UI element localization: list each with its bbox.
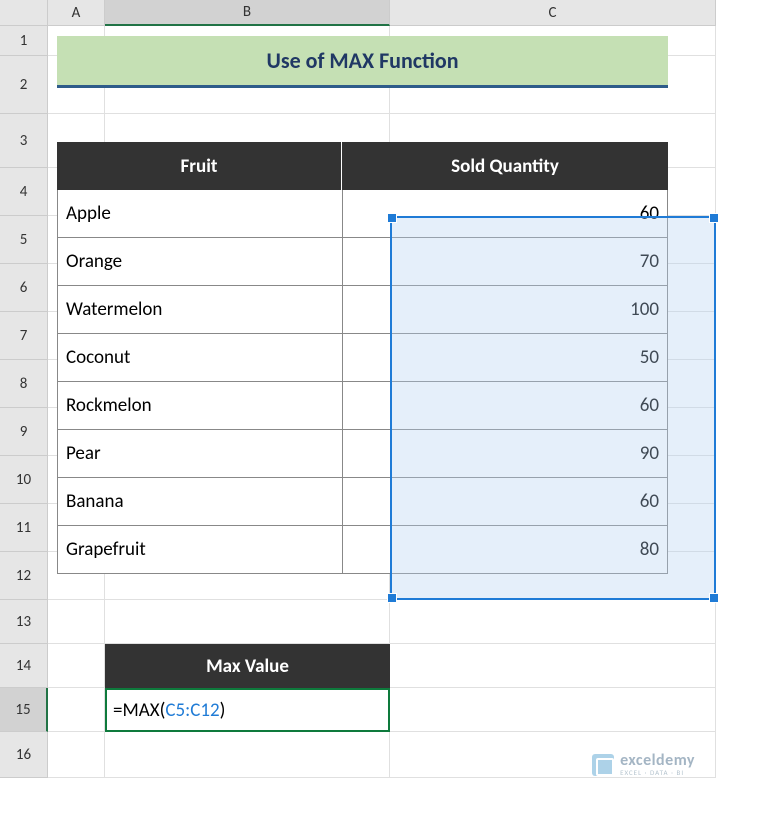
formula-close-paren: ) (220, 699, 226, 722)
cell-A13[interactable] (48, 600, 105, 644)
column-headers: A B C (48, 0, 716, 26)
row-header-7[interactable]: 7 (0, 312, 48, 360)
cell-fruit[interactable]: Apple (57, 190, 342, 238)
row-header-16[interactable]: 16 (0, 732, 48, 778)
cell-fruit[interactable]: Grapefruit (57, 526, 342, 574)
max-value-header: Max Value (105, 644, 390, 688)
cell-fruit[interactable]: Banana (57, 478, 342, 526)
cell-fruit[interactable]: Orange (57, 238, 342, 286)
cell-B16[interactable] (105, 732, 390, 778)
row-header-11[interactable]: 11 (0, 504, 48, 552)
row-header-8[interactable]: 8 (0, 360, 48, 408)
row-header-5[interactable]: 5 (0, 216, 48, 264)
row-header-9[interactable]: 9 (0, 408, 48, 456)
title-banner: Use of MAX Function (57, 36, 668, 88)
cell-sold-quantity[interactable]: 60 (342, 382, 668, 430)
formula-input-cell[interactable]: =MAX(C5:C12) (105, 688, 390, 732)
row-header-10[interactable]: 10 (0, 456, 48, 504)
table-row[interactable]: Rockmelon60 (57, 382, 668, 430)
watermark-logo-icon (592, 754, 614, 776)
col-header-b[interactable]: B (105, 0, 390, 26)
row-header-1[interactable]: 1 (0, 26, 48, 56)
watermark-text: exceldemy EXCEL · DATA · BI (620, 753, 695, 776)
col-header-c[interactable]: C (390, 0, 716, 26)
watermark: exceldemy EXCEL · DATA · BI (592, 753, 695, 776)
formula-function-name: MAX (122, 699, 159, 722)
cell-fruit[interactable]: Rockmelon (57, 382, 342, 430)
formula-range-ref: C5:C12 (165, 699, 219, 722)
row-header-4[interactable]: 4 (0, 168, 48, 216)
cell-sold-quantity[interactable]: 90 (342, 430, 668, 478)
col-header-sold-quantity[interactable]: Sold Quantity (342, 142, 668, 190)
row-header-13[interactable]: 13 (0, 600, 48, 644)
table-row[interactable]: Orange70 (57, 238, 668, 286)
table-row[interactable]: Watermelon100 (57, 286, 668, 334)
watermark-brand: exceldemy (620, 753, 695, 769)
cell-sold-quantity[interactable]: 70 (342, 238, 668, 286)
cell-C15[interactable] (390, 688, 716, 732)
row-header-6[interactable]: 6 (0, 264, 48, 312)
cell-sold-quantity[interactable]: 80 (342, 526, 668, 574)
table-header-row: Fruit Sold Quantity (57, 142, 668, 190)
cell-sold-quantity[interactable]: 60 (342, 190, 668, 238)
cell-fruit[interactable]: Pear (57, 430, 342, 478)
cell-A16[interactable] (48, 732, 105, 778)
table-row[interactable]: Coconut50 (57, 334, 668, 382)
cell-sold-quantity[interactable]: 60 (342, 478, 668, 526)
row-header-12[interactable]: 12 (0, 552, 48, 600)
table-row[interactable]: Grapefruit80 (57, 526, 668, 574)
row-header-2[interactable]: 2 (0, 56, 48, 114)
table-body: Apple60Orange70Watermelon100Coconut50Roc… (57, 190, 668, 574)
cell-B13[interactable] (105, 600, 390, 644)
col-header-a[interactable]: A (48, 0, 105, 26)
row-header-15[interactable]: 15 (0, 688, 48, 732)
cell-sold-quantity[interactable]: 100 (342, 286, 668, 334)
cell-A14[interactable] (48, 644, 105, 688)
row-header-3[interactable]: 3 (0, 114, 48, 168)
table-row[interactable]: Apple60 (57, 190, 668, 238)
data-table: Fruit Sold Quantity Apple60Orange70Water… (57, 142, 668, 574)
select-all-corner[interactable] (0, 0, 48, 26)
row-header-14[interactable]: 14 (0, 644, 48, 688)
cell-sold-quantity[interactable]: 50 (342, 334, 668, 382)
row-headers: 12345678910111213141516 (0, 26, 48, 778)
cell-fruit[interactable]: Coconut (57, 334, 342, 382)
formula-equals: = (113, 699, 122, 722)
cell-C14[interactable] (390, 644, 716, 688)
col-header-fruit[interactable]: Fruit (57, 142, 342, 190)
watermark-sub: EXCEL · DATA · BI (620, 769, 695, 776)
cell-fruit[interactable]: Watermelon (57, 286, 342, 334)
cell-C13[interactable] (390, 600, 716, 644)
spreadsheet-sheet: A B C 12345678910111213141516 Use of MAX… (0, 0, 767, 818)
table-row[interactable]: Banana60 (57, 478, 668, 526)
cell-A15[interactable] (48, 688, 105, 732)
table-row[interactable]: Pear90 (57, 430, 668, 478)
